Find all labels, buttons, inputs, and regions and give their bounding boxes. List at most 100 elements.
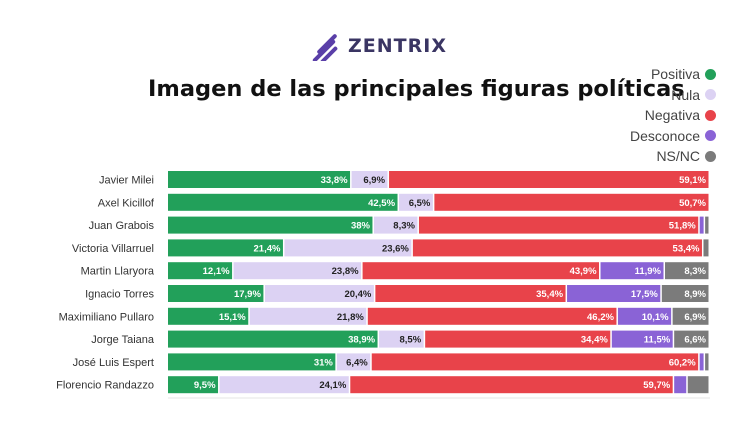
- bar-segment: [284, 239, 412, 257]
- legend-item: Nula: [630, 85, 716, 106]
- data-label: 21,4%: [254, 243, 281, 254]
- legend: Positiva Nula Negativa Desconoce NS/NC: [630, 64, 716, 167]
- bar-segment: [672, 307, 709, 325]
- bar-segment: [425, 330, 611, 348]
- bar-segment: [168, 376, 219, 394]
- bar-segment: [600, 262, 664, 280]
- data-label: 6,4%: [346, 357, 368, 368]
- bar-segment: [168, 285, 264, 302]
- data-label: 46,2%: [587, 312, 614, 323]
- category-label: Martin Llaryora: [81, 266, 155, 278]
- legend-swatch: [705, 89, 716, 101]
- category-label: Jorge Taiana: [91, 334, 155, 346]
- bar-segment: [674, 376, 687, 394]
- legend-label: Positiva: [650, 66, 700, 83]
- legend-swatch: [705, 150, 716, 162]
- bar-segment: [567, 285, 661, 302]
- bar-segment: [699, 216, 704, 234]
- data-label: 33,8%: [321, 175, 348, 186]
- legend-swatch: [705, 109, 716, 121]
- bar-segment: [168, 171, 351, 188]
- data-label: 6,6%: [684, 335, 706, 346]
- brand-logo: ZENTRIX: [312, 28, 447, 64]
- data-label: 38,9%: [348, 335, 375, 346]
- data-label: 20,4%: [344, 289, 371, 300]
- bar-segment: [379, 330, 424, 348]
- chart-title: Imagen de las principales figuras políti…: [148, 76, 685, 102]
- bar-segment: [367, 307, 617, 325]
- bar-segment: [249, 307, 367, 325]
- category-label: José Luis Espert: [73, 357, 154, 369]
- data-label: 8,3%: [393, 221, 415, 232]
- data-label: 24,1%: [319, 380, 346, 391]
- bar-segment: [219, 376, 349, 394]
- data-label: 17,9%: [234, 289, 261, 300]
- data-label: 6,9%: [684, 312, 706, 323]
- data-label: 42,5%: [368, 198, 395, 209]
- bar-segment: [168, 307, 249, 325]
- data-label: 60,2%: [669, 357, 696, 368]
- bar-segment: [264, 285, 374, 302]
- bar-segment: [351, 171, 388, 188]
- legend-item: NS/NC: [630, 146, 716, 167]
- data-label: 51,8%: [669, 221, 696, 232]
- bar-segment: [705, 216, 709, 234]
- bar-segment: [336, 353, 371, 371]
- bar-segment: [233, 262, 362, 280]
- bar-segment: [168, 216, 373, 234]
- bar-segment: [373, 216, 418, 234]
- data-label: 6,5%: [409, 198, 431, 209]
- data-label: 8,9%: [684, 289, 706, 300]
- bar-segment: [661, 285, 709, 302]
- bar-segment: [168, 239, 283, 257]
- data-label: 34,4%: [581, 335, 608, 346]
- category-label: Juan Grabois: [89, 220, 155, 232]
- legend-swatch: [705, 68, 716, 80]
- legend-label: Negativa: [644, 107, 700, 124]
- data-label: 9,5%: [194, 380, 216, 391]
- data-label: 8,5%: [400, 335, 422, 346]
- category-label: Maximiliano Pullaro: [59, 311, 154, 323]
- data-label: 43,9%: [570, 266, 597, 277]
- bar-segment: [389, 171, 709, 188]
- category-label: Javier Milei: [99, 175, 154, 187]
- data-label: 8,3%: [684, 266, 706, 277]
- bar-segment: [412, 239, 702, 257]
- data-label: 38%: [351, 221, 371, 232]
- data-label: 10,1%: [642, 312, 669, 323]
- data-label: 31%: [314, 357, 334, 368]
- category-label: Ignacio Torres: [85, 289, 154, 301]
- bar-segment: [375, 285, 566, 302]
- legend-label: Desconoce: [629, 127, 700, 144]
- data-label: 53,4%: [673, 243, 700, 254]
- bar-segment: [687, 376, 709, 394]
- bar-segment: [674, 330, 709, 348]
- data-label: 23,8%: [332, 266, 359, 277]
- bar-segment: [168, 330, 378, 348]
- bar-segment: [168, 193, 398, 211]
- bar-segment: [434, 193, 709, 211]
- data-label: 59,1%: [679, 175, 706, 186]
- data-label: 11,5%: [644, 335, 671, 346]
- data-label: 6,9%: [363, 175, 385, 186]
- data-label: 12,1%: [203, 266, 230, 277]
- bar-segment: [168, 353, 336, 371]
- data-label: 15,1%: [219, 312, 246, 323]
- bar-segment: [699, 353, 704, 371]
- bar-segment: [350, 376, 673, 394]
- bar-segment: [705, 353, 709, 371]
- data-label: 17,5%: [631, 289, 658, 300]
- bar-segment: [371, 353, 699, 371]
- data-label: 50,7%: [679, 198, 706, 209]
- legend-label: NS/NC: [656, 148, 700, 165]
- legend-item: Negativa: [630, 105, 716, 126]
- bar-segment: [168, 262, 233, 280]
- bar-segment: [617, 307, 672, 325]
- bar-segment: [703, 239, 709, 257]
- bar-segment: [362, 262, 600, 280]
- legend-item: Positiva: [630, 64, 716, 85]
- data-label: 23,6%: [382, 243, 409, 254]
- data-label: 35,4%: [536, 289, 563, 300]
- data-label: 59,7%: [643, 380, 670, 391]
